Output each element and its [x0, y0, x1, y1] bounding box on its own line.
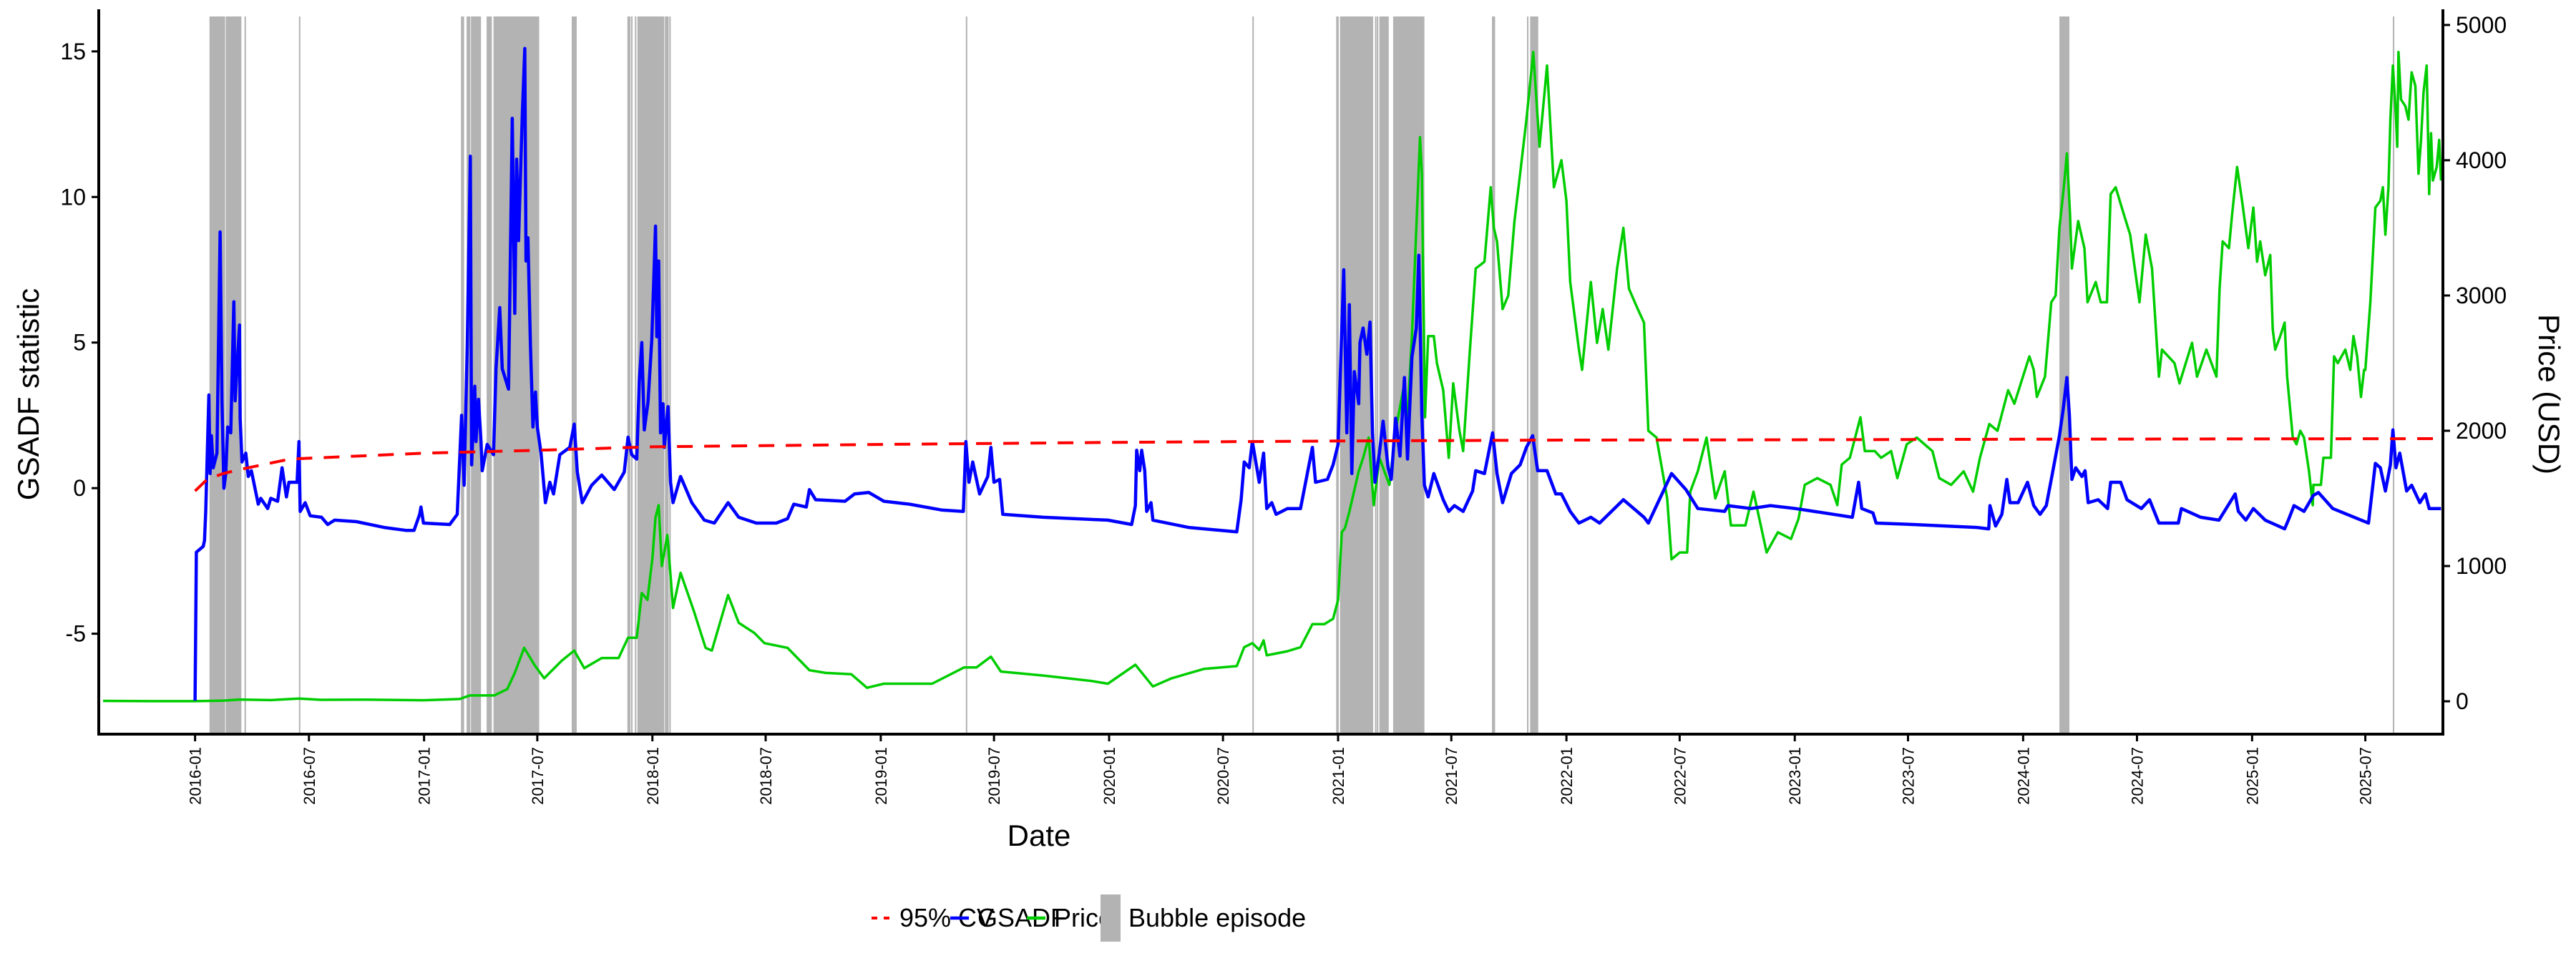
x-tick-label: 2021-07: [1443, 747, 1460, 805]
bubble-episode-band: [244, 16, 246, 734]
legend-label: 95% CV: [899, 903, 994, 932]
x-tick-label: 2022-07: [1671, 747, 1689, 805]
y-tick-label-left: -5: [66, 621, 86, 647]
x-tick-label: 2016-01: [187, 747, 205, 805]
bubble-episode-band: [1252, 16, 1254, 734]
y-axis-title-right: Price (USD): [2532, 314, 2566, 474]
y-axis-title-left: GSADF statistic: [11, 288, 45, 500]
bubble-episode-band: [490, 16, 492, 734]
bubble-episode-band: [487, 16, 489, 734]
bubble-episode-band: [965, 16, 967, 734]
bubble-episode-band: [1379, 16, 1389, 734]
legend-item-cv: 95% CV: [872, 903, 994, 932]
x-tick-label: 2019-01: [872, 747, 890, 805]
price-series-line: [103, 50, 2443, 703]
bubble-episode-band: [665, 16, 669, 734]
gsadf-series-line: [193, 47, 2441, 701]
bubble-episode-band: [1375, 16, 1377, 734]
y-tick-label-left: 15: [60, 39, 86, 64]
x-tick-label: 2018-01: [644, 747, 662, 805]
cv-series-line: [194, 437, 2441, 492]
x-tick-label: 2025-01: [2243, 747, 2261, 805]
bubble-episode-band: [1527, 16, 1529, 734]
y-tick-label-right: 4000: [2456, 147, 2507, 173]
bubble-episode-band: [1530, 16, 1538, 734]
x-tick-label: 2017-01: [416, 747, 434, 805]
bubble-episode-band: [2393, 16, 2395, 734]
y-tick-label-right: 0: [2456, 688, 2469, 714]
x-tick-label: 2019-07: [985, 747, 1003, 805]
bubble-episode-band: [627, 16, 631, 734]
bubble-episode-band: [471, 16, 482, 734]
y-tick-label-right: 5000: [2456, 12, 2507, 38]
legend-item-bubble: Bubble episode: [1101, 894, 1306, 942]
bubble-episode-band: [1492, 16, 1496, 734]
x-tick-label: 2020-01: [1101, 747, 1118, 805]
y-tick-label-right: 2000: [2456, 418, 2507, 444]
x-tick-label: 2024-07: [2128, 747, 2146, 805]
bubble-episode-band: [487, 16, 489, 734]
bubble-episode-band: [635, 16, 637, 734]
bubble-episode-band: [669, 16, 671, 734]
bubble-episode-band: [1336, 16, 1339, 734]
bubble-episode-band: [2059, 16, 2070, 734]
y-tick-label-left: 0: [73, 475, 86, 501]
x-tick-label: 2023-01: [1786, 747, 1804, 805]
x-tick-label: 2024-01: [2014, 747, 2032, 805]
y-tick-label-left: 10: [60, 184, 86, 210]
x-tick-label: 2017-07: [529, 747, 547, 805]
x-tick-label: 2020-07: [1214, 747, 1232, 805]
legend-key-swatch: [1101, 894, 1121, 942]
bubble-episode-band: [489, 16, 491, 734]
legend-label: Bubble episode: [1128, 903, 1306, 932]
bubble-episode-band: [1377, 16, 1379, 734]
x-tick-label: 2021-01: [1330, 747, 1347, 805]
bubble-episode-band: [631, 16, 633, 734]
series-lines: [103, 47, 2443, 703]
x-tick-label: 2023-07: [1899, 747, 1917, 805]
bubble-episode-band: [461, 16, 464, 734]
x-axis-title: Date: [1008, 819, 1071, 852]
y-tick-label-left: 5: [73, 330, 86, 356]
bubble-episode-band: [571, 16, 577, 734]
x-tick-label: 2022-01: [1558, 747, 1576, 805]
legend-item-gsadf: GSADF: [950, 903, 1066, 932]
axes: -5 0 5 10 15 0 1000 2000 3000 4000 5000 2016-01 2016…: [60, 9, 2507, 805]
x-tick-label: 2025-07: [2357, 747, 2375, 805]
bubble-episode-bands: [209, 16, 2395, 734]
bubble-episode-band: [298, 16, 301, 734]
legend-label: GSADF: [977, 903, 1066, 932]
x-tick-label: 2018-07: [757, 747, 775, 805]
x-tick-label: 2016-07: [301, 747, 318, 805]
y-tick-label-right: 1000: [2456, 553, 2507, 579]
y-tick-label-right: 3000: [2456, 283, 2507, 308]
bubble-episode-band: [467, 16, 471, 734]
